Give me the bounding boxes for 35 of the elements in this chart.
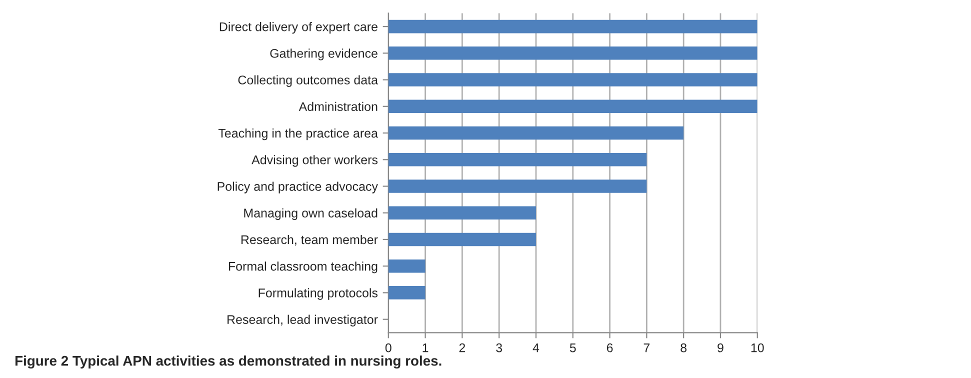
y-tick-label: Advising other workers <box>252 155 378 167</box>
y-tick-label: Formal classroom teaching <box>228 262 378 274</box>
x-tick-label: 6 <box>606 343 613 352</box>
x-tick-label: 5 <box>570 344 576 352</box>
y-tick-label: Gathering evidence <box>270 48 378 60</box>
x-tick-label: 4 <box>532 344 540 352</box>
y-tick-label: Research, team member <box>241 234 378 246</box>
bar <box>388 232 536 246</box>
bar <box>388 20 758 34</box>
bar <box>388 259 426 273</box>
bar <box>388 152 647 166</box>
bar <box>388 126 684 140</box>
x-tick-label: 7 <box>644 344 650 352</box>
bar <box>388 180 647 193</box>
x-tick-label: 2 <box>459 343 466 352</box>
y-tick-label: Direct delivery of expert care <box>220 22 378 34</box>
y-tick-label: Formulating protocols <box>258 288 378 300</box>
bar <box>388 100 758 114</box>
x-tick-label: 9 <box>718 343 724 352</box>
y-tick-label: Administration <box>298 102 378 112</box>
x-tick-label: 8 <box>680 343 687 352</box>
bar <box>388 73 758 86</box>
y-tick-label: Collecting outcomes data <box>238 75 378 87</box>
x-tick-label: 10 <box>751 343 764 352</box>
y-tick-label: Teaching in the practice area <box>218 128 378 140</box>
bar <box>388 206 536 220</box>
y-tick-label: Research, lead investigator <box>228 314 378 326</box>
x-tick-label: 3 <box>496 343 502 352</box>
x-tick-label: 0 <box>385 343 392 352</box>
y-tick-label: Policy and practice advocacy <box>218 182 378 194</box>
bar <box>388 46 758 60</box>
caption: Figure 2 Typical APN activities as demonstrated in nursing roles. <box>15 356 442 369</box>
bar <box>388 286 426 300</box>
y-tick-label: Managing own caseload <box>244 208 378 220</box>
x-tick-label: 1 <box>422 344 428 352</box>
